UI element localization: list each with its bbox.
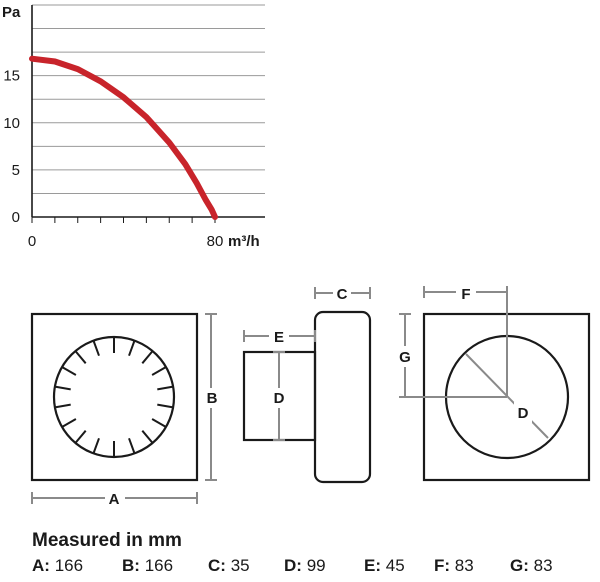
dimension-a-label: A (109, 491, 120, 508)
grille-slot (92, 340, 100, 357)
grille-slot (128, 340, 136, 357)
x-axis-minor-ticks (31, 217, 216, 223)
dimension-c-label: C (337, 286, 348, 303)
chart-grid (32, 4, 265, 194)
x-tick-label-80: 80 (207, 233, 224, 250)
grille-slot (74, 430, 87, 444)
measurement-c: C: 35 (208, 556, 250, 575)
grille-slot (61, 366, 77, 376)
measurement-g: G: 83 (510, 556, 553, 575)
grille-slot (92, 437, 100, 454)
front-view: A B (30, 312, 220, 508)
x-tick-label-0: 0 (28, 233, 36, 250)
dimension-d-side-label: D (274, 390, 285, 407)
y-tick-label-15: 15 (3, 68, 20, 85)
dimension-d-diameter-line (465, 353, 549, 439)
grille-slot (151, 366, 167, 376)
grille-slot (141, 430, 154, 444)
x-axis-unit-label: m³/h (228, 233, 260, 250)
front-grille-slots (54, 337, 174, 457)
dimension-f-label: F (461, 286, 470, 303)
measurement-b: B: 166 (122, 556, 174, 575)
y-tick-label-5: 5 (12, 162, 20, 179)
front-grille-circle (52, 335, 176, 459)
dimension-d-back-label: D (518, 405, 529, 422)
measurement-f: F: 83 (434, 556, 474, 575)
grille-slot (141, 350, 154, 364)
grille-slot (54, 385, 71, 391)
y-tick-labels: 0 5 10 15 (3, 68, 20, 226)
measurement-a: A: 166 (32, 556, 84, 575)
grille-slot (157, 385, 174, 391)
front-housing-square (30, 312, 199, 482)
measurement-d: D: 99 (284, 556, 326, 575)
grille-slot (151, 418, 167, 428)
y-tick-label-0: 0 (12, 209, 20, 226)
dimension-b-label: B (207, 390, 218, 407)
grille-slot (74, 350, 87, 364)
back-view: F G D (396, 283, 591, 482)
side-view: C E D (242, 283, 372, 484)
grille-slot (54, 403, 71, 409)
pressure-curve-series (29, 55, 218, 220)
y-axis-unit-label: Pa (2, 4, 21, 21)
grille-slot (128, 437, 136, 454)
measurement-e: E: 45 (364, 556, 405, 575)
pressure-flow-chart: Pa 0 5 10 15 0 80 m³/h (2, 4, 265, 250)
dimension-e-label: E (274, 329, 284, 346)
grille-slot (157, 403, 174, 409)
side-housing-profile (313, 310, 372, 484)
measurements-title: Measured in mm (32, 530, 182, 551)
y-tick-label-10: 10 (3, 115, 20, 132)
grille-slot (61, 418, 77, 428)
dimension-g-label: G (399, 349, 411, 366)
